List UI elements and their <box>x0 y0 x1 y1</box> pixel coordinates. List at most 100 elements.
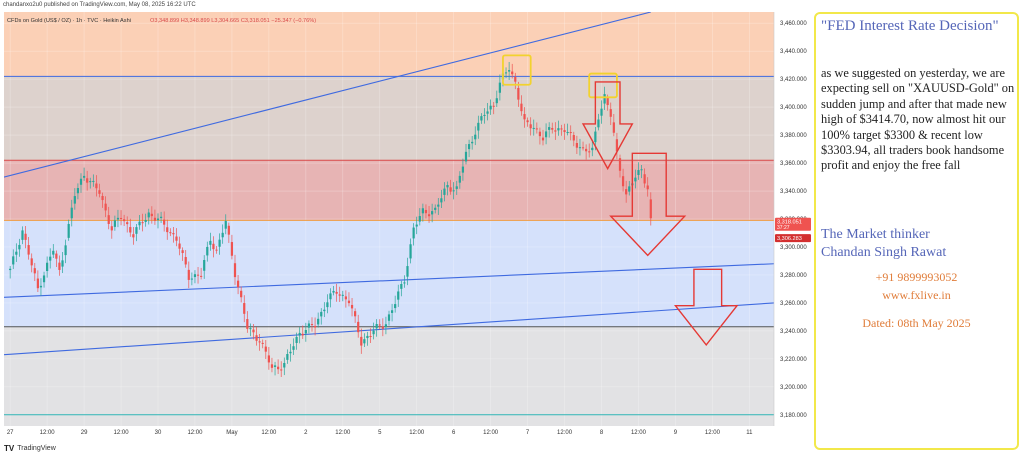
candle-body-141 <box>443 188 446 195</box>
candlestick-chart[interactable]: 3,460.000 3,440.000 3,420.000 3,400.000 3,38… <box>4 12 812 444</box>
candle-body-208 <box>649 199 652 219</box>
candle-body-47 <box>153 217 157 221</box>
price-label-countdown: 37:27 <box>777 225 790 231</box>
candle-body-190 <box>594 131 597 143</box>
candle-body-40 <box>132 234 135 238</box>
candle-body-27 <box>92 180 95 182</box>
candle-body-31 <box>104 203 107 211</box>
candle-body-102 <box>323 309 326 312</box>
x-tick-label: 6 <box>452 430 456 436</box>
candle-body-182 <box>569 132 572 134</box>
candle-body-163 <box>511 71 514 75</box>
candle-body-26 <box>89 181 92 183</box>
website-link[interactable]: www.fxlive.in <box>882 288 951 302</box>
candle-body-198 <box>618 158 622 171</box>
tradingview-logo[interactable]: TV TradingView <box>4 444 56 453</box>
candle-body-63 <box>203 260 206 271</box>
candle-body-98 <box>310 324 314 326</box>
candle-body-112 <box>354 311 357 317</box>
candle-body-86 <box>273 365 277 367</box>
candle-body-67 <box>215 249 218 251</box>
candle-body-0 <box>9 268 12 271</box>
analysis-panel: "FED Interest Rate Decision" as we sugge… <box>814 12 1019 450</box>
candle-body-201 <box>628 186 631 192</box>
candle-body-2 <box>15 251 18 255</box>
candle-body-173 <box>541 137 545 141</box>
candle-body-174 <box>544 131 548 138</box>
author-name: Chandan Singh Rawat <box>821 244 947 260</box>
candle-body-89 <box>283 362 286 368</box>
x-axis-bg <box>4 426 774 444</box>
candle-body-136 <box>427 214 431 217</box>
x-tick-label: 12:00 <box>335 430 351 436</box>
candle-body-203 <box>634 177 637 182</box>
candle-body-124 <box>390 310 394 313</box>
analysis-text: as we suggested on yesterday, we are exp… <box>821 66 1015 173</box>
candle-body-129 <box>406 266 409 277</box>
candle-body-188 <box>588 151 591 153</box>
candle-body-169 <box>529 124 532 129</box>
candle-body-38 <box>126 222 129 225</box>
candle-body-165 <box>517 87 520 100</box>
candle-body-185 <box>578 147 582 149</box>
candle-body-95 <box>301 333 304 336</box>
trend-line-0 <box>4 12 651 178</box>
x-tick-label: 27 <box>7 430 14 436</box>
candle-body-195 <box>609 109 612 117</box>
candle-body-5 <box>24 233 27 240</box>
candle-body-12 <box>46 262 49 272</box>
candle-body-65 <box>209 240 212 245</box>
candle-body-99 <box>313 325 317 328</box>
candle-body-84 <box>267 355 270 363</box>
candle-body-109 <box>344 296 347 300</box>
candle-body-44 <box>144 219 147 222</box>
candle-body-164 <box>514 76 517 82</box>
candle-body-187 <box>585 148 588 152</box>
candle-body-175 <box>548 127 551 130</box>
candle-body-92 <box>292 346 295 350</box>
candle-body-131 <box>412 227 415 239</box>
candle-body-70 <box>224 221 227 229</box>
x-tick-label: 30 <box>155 430 162 436</box>
candle-body-59 <box>190 278 193 280</box>
price-label-bg-0 <box>775 217 811 231</box>
dated-label: Dated: 08th May 2025 <box>862 316 971 330</box>
highlight-box-1 <box>588 72 618 99</box>
x-tick-label: 7 <box>526 430 530 436</box>
candle-body-132 <box>415 224 418 227</box>
candle-body-36 <box>119 217 123 219</box>
candle-body-200 <box>625 189 628 195</box>
candle-body-52 <box>169 232 172 234</box>
candle-body-46 <box>150 213 153 217</box>
zone-4 <box>4 326 774 426</box>
candle-body-1 <box>12 256 15 265</box>
x-tick-label: May <box>226 430 237 436</box>
y-tick-label: 3,460.000 <box>780 21 807 27</box>
candle-body-207 <box>646 185 649 190</box>
y-tick-label: 3,200.000 <box>780 385 807 391</box>
y-tick-label: 3,360.000 <box>780 161 807 167</box>
candle-body-172 <box>538 131 542 137</box>
candle-body-73 <box>233 263 237 278</box>
zone-3 <box>4 220 774 327</box>
candle-body-64 <box>206 246 209 256</box>
candle-body-79 <box>252 329 255 333</box>
candle-body-150 <box>471 141 474 144</box>
candle-body-85 <box>270 364 274 368</box>
price-chart[interactable]: 3,460.000 3,440.000 3,420.000 3,400.000 3,38… <box>4 12 812 444</box>
candle-body-147 <box>461 166 465 173</box>
candle-body-177 <box>554 130 557 132</box>
candle-body-105 <box>332 290 335 293</box>
candle-body-43 <box>141 222 144 224</box>
headline: "FED Interest Rate Decision" <box>821 18 999 34</box>
candle-body-72 <box>230 242 234 256</box>
candle-body-97 <box>307 323 311 328</box>
candle-body-107 <box>338 294 341 296</box>
candle-body-125 <box>394 304 397 309</box>
candle-body-48 <box>156 218 160 221</box>
candle-body-171 <box>535 128 538 130</box>
candle-body-111 <box>350 304 354 309</box>
candle-body-176 <box>551 127 554 130</box>
candle-body-156 <box>489 105 492 110</box>
candle-body-123 <box>387 314 391 321</box>
